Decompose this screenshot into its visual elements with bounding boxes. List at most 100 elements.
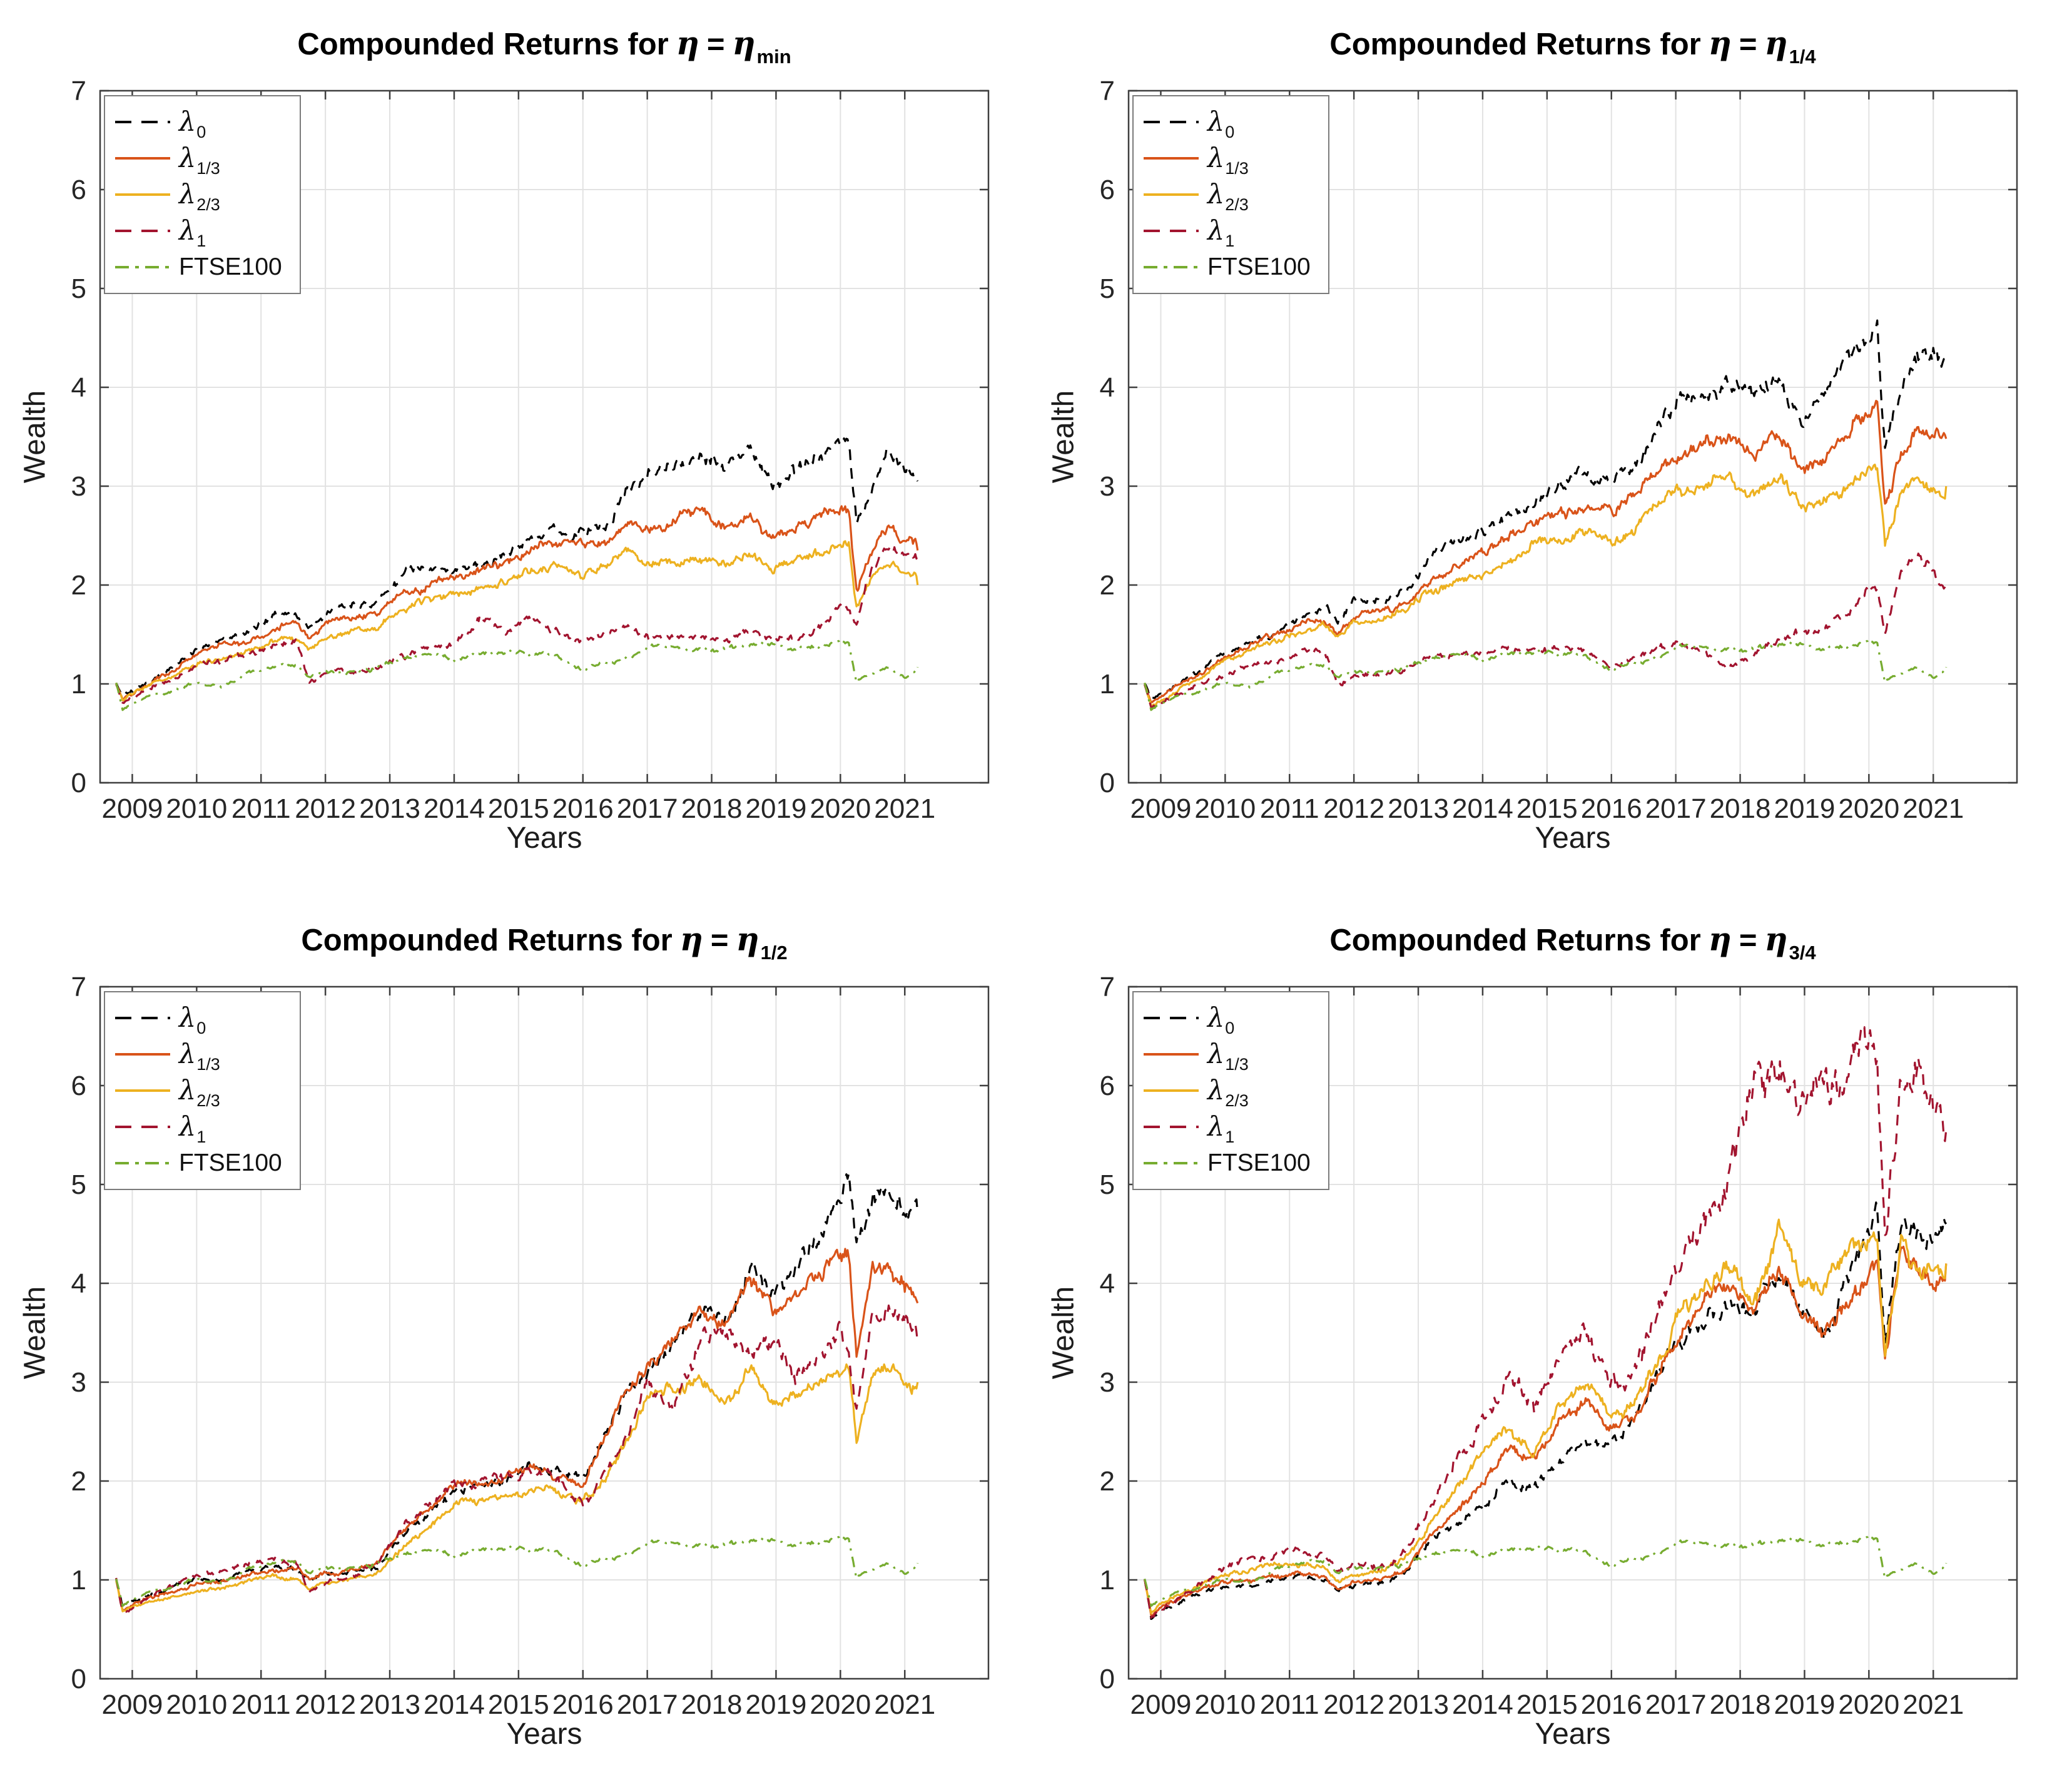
lambda-symbol: λ	[1207, 1075, 1225, 1106]
lambda-subscript: 1/3	[1225, 1055, 1249, 1074]
lambda-subscript: 1	[1225, 1128, 1235, 1146]
svg-text:2010: 2010	[166, 793, 227, 824]
legend-line-sample	[1144, 121, 1199, 123]
legend-label: λ2/3	[179, 179, 220, 214]
title-text: Compounded Returns for	[1329, 28, 1701, 61]
svg-text:2019: 2019	[745, 1689, 806, 1720]
svg-text:2017: 2017	[617, 1689, 678, 1720]
svg-text:2009: 2009	[1130, 1689, 1192, 1720]
lambda-subscript: 0	[196, 1019, 206, 1037]
series-line-lambda-1	[1144, 1025, 1948, 1619]
svg-text:2015: 2015	[1516, 793, 1578, 824]
legend-item-lambda-0: λ0	[1144, 1000, 1311, 1037]
eta-symbol: η	[1764, 25, 1788, 63]
legend-item-lambda-1-3: λ1/3	[1144, 1036, 1311, 1074]
legend-item-ftse100: FTSE100	[115, 249, 282, 285]
svg-text:2018: 2018	[1710, 793, 1771, 824]
svg-text:2011: 2011	[1260, 793, 1319, 824]
chart-title: Compounded Returns for η = ηmin	[100, 25, 988, 68]
svg-text:2: 2	[1100, 1466, 1115, 1497]
svg-text:3: 3	[1100, 471, 1115, 502]
series-line-ftse100	[115, 638, 919, 711]
svg-text:2011: 2011	[231, 793, 291, 824]
legend-item-lambda-1: λ1	[115, 213, 282, 250]
equals-sign: =	[706, 28, 725, 61]
y-axis-label: Wealth	[1047, 1286, 1080, 1380]
svg-text:2011: 2011	[231, 1689, 291, 1720]
legend-label: λ0	[1207, 106, 1235, 141]
eta-symbol: η	[732, 25, 756, 63]
svg-text:2021: 2021	[1902, 793, 1964, 824]
svg-text:2: 2	[71, 570, 86, 601]
chart-eta-min: 2009 2010 2011 2012 2013 2014 2015 2016 2017 2018…	[0, 0, 1028, 896]
lambda-symbol: λ	[1207, 1002, 1225, 1034]
legend-label: λ2/3	[1207, 179, 1249, 214]
legend-label: FTSE100	[1207, 253, 1311, 281]
lambda-subscript: 0	[1225, 1019, 1235, 1037]
legend-item-lambda-1-3: λ1/3	[115, 140, 282, 178]
lambda-subscript: 1/3	[196, 1055, 220, 1074]
legend-item-ftse100: FTSE100	[1144, 249, 1311, 285]
legend-line-sample	[1144, 157, 1199, 160]
svg-text:0: 0	[71, 768, 86, 798]
lambda-symbol: λ	[1207, 179, 1225, 210]
svg-text:3: 3	[71, 471, 86, 502]
legend-label: λ1/3	[179, 143, 220, 178]
svg-text:2018: 2018	[681, 793, 743, 824]
lambda-symbol: λ	[179, 1075, 196, 1106]
svg-text:2016: 2016	[1581, 1689, 1642, 1720]
series-line-lambda-1-3	[115, 1248, 919, 1612]
series-line-lambda-1	[1144, 552, 1948, 709]
svg-text:2013: 2013	[1388, 793, 1449, 824]
legend-line-sample	[115, 157, 170, 160]
lambda-subscript: 2/3	[1225, 1091, 1249, 1110]
svg-text:6: 6	[71, 175, 86, 205]
lambda-subscript: 0	[196, 123, 206, 141]
eta-symbol: η	[1708, 921, 1732, 959]
lambda-symbol: λ	[1207, 215, 1225, 247]
legend-item-lambda-0: λ0	[1144, 104, 1311, 141]
legend-label: λ1	[179, 1111, 206, 1146]
lambda-symbol: λ	[179, 106, 196, 138]
series-line-lambda-1-3	[115, 505, 919, 701]
lambda-subscript: 1	[1225, 232, 1235, 250]
equals-sign: =	[710, 924, 729, 957]
svg-text:2010: 2010	[1194, 793, 1256, 824]
series-line-lambda-1	[115, 1304, 919, 1613]
series-line-ftse100	[115, 1534, 919, 1607]
legend-line-sample	[115, 1053, 170, 1056]
svg-text:2019: 2019	[1774, 1689, 1835, 1720]
lambda-subscript: 1	[196, 232, 206, 250]
plot-area: 2009 2010 2011 2012 2013 2014 2015 2016 2017 2018…	[71, 76, 990, 824]
series-line-lambda-1-3	[1144, 400, 1948, 704]
plot-area: 2009 2010 2011 2012 2013 2014 2015 2016 2017 2018…	[1100, 76, 2018, 824]
legend-item-lambda-1: λ1	[1144, 1109, 1311, 1146]
lambda-symbol: λ	[179, 1039, 196, 1070]
legend: λ0 λ1/3 λ2/3 λ1 FTSE100	[104, 95, 301, 294]
series-line-lambda-0	[1144, 1201, 1948, 1620]
series-line-lambda-0	[1144, 319, 1947, 700]
legend-item-lambda-2-3: λ2/3	[115, 176, 282, 214]
svg-text:4: 4	[1100, 372, 1115, 403]
svg-text:2012: 2012	[295, 793, 356, 824]
legend-label: λ1	[1207, 1111, 1235, 1146]
legend-label: λ2/3	[1207, 1075, 1249, 1110]
legend-line-sample	[115, 1017, 170, 1019]
legend-item-lambda-0: λ0	[115, 104, 282, 141]
svg-text:7: 7	[71, 76, 86, 106]
svg-text:4: 4	[1100, 1268, 1115, 1299]
lambda-subscript: 1/3	[1225, 159, 1249, 178]
legend-line-sample	[1144, 1053, 1199, 1056]
svg-text:2019: 2019	[745, 793, 806, 824]
lambda-subscript: 1/3	[196, 159, 220, 178]
svg-text:0: 0	[1100, 1664, 1115, 1694]
legend-item-lambda-1: λ1	[1144, 213, 1311, 250]
svg-text:0: 0	[1100, 768, 1115, 798]
x-axis-label: Years	[506, 1718, 582, 1751]
series-line-lambda-0	[115, 1173, 919, 1607]
lambda-symbol: λ	[1207, 1039, 1225, 1070]
legend-item-lambda-2-3: λ2/3	[1144, 176, 1311, 214]
lambda-subscript: 0	[1225, 123, 1235, 141]
svg-text:2021: 2021	[874, 793, 935, 824]
svg-text:2017: 2017	[617, 793, 678, 824]
